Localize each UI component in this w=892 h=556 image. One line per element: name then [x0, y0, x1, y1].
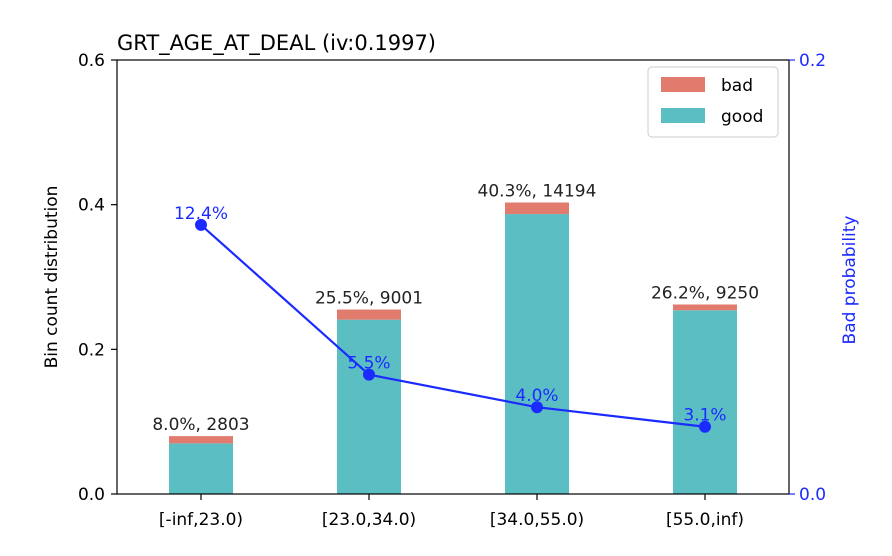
- y-axis-label: Bin count distribution: [42, 186, 62, 369]
- bar-good-2: [505, 214, 569, 494]
- y-tick-label-1: 0.2: [78, 340, 105, 360]
- y2-axis-label: Bad probability: [840, 216, 860, 345]
- bad-probability-line: [200, 224, 706, 428]
- bar-label-3: 26.2%, 9250: [651, 283, 759, 303]
- x-tick-label-2: [34.0,55.0): [490, 510, 584, 530]
- x-tick-label-1: [23.0,34.0): [322, 510, 416, 530]
- legend-swatch-good: [661, 108, 705, 123]
- x-tick-label-3: [55.0,inf): [666, 510, 744, 530]
- legend-label-good: good: [721, 107, 763, 127]
- y-tick-label-0: 0.0: [78, 485, 105, 505]
- bar-good-1: [337, 319, 401, 494]
- y2-tick-label-0: 0.0: [799, 485, 826, 505]
- x-tick-label-0: [-inf,23.0): [159, 510, 243, 530]
- plot-frame: [116, 59, 790, 495]
- bar-good-3: [673, 310, 737, 494]
- bad-probability-label-0: 12.4%: [174, 204, 228, 224]
- bar-bad-0: [169, 436, 233, 444]
- bad-probability-label-2: 4.0%: [515, 386, 558, 406]
- y-tick-label-2: 0.4: [78, 196, 105, 216]
- legend-swatch-bad: [661, 77, 705, 92]
- line-layer: 12.4% 5.5% 4.0% 3.1%: [174, 204, 727, 433]
- legend-label-bad: bad: [721, 76, 753, 96]
- bar-bad-2: [505, 202, 569, 215]
- bad-probability-point-0: [195, 218, 207, 231]
- bar-bad-3: [673, 304, 737, 311]
- bad-probability-point-3: [699, 420, 711, 433]
- legend: bad good: [647, 66, 779, 138]
- bar-label-1: 25.5%, 9001: [315, 289, 423, 309]
- bad-probability-point-2: [531, 401, 543, 414]
- bad-probability-point-1: [363, 368, 375, 381]
- y-tick-label-3: 0.6: [78, 51, 105, 71]
- y2-tick-label-1: 0.2: [799, 51, 826, 71]
- chart-title: GRT_AGE_AT_DEAL (iv:0.1997): [117, 31, 436, 56]
- bar-label-0: 8.0%, 2803: [152, 415, 249, 435]
- bars-layer: 8.0%, 2803 25.5%, 9001 40.3%, 14194 26.2%, …: [152, 181, 759, 494]
- axes-layer: 0.0 0.2 0.4 0.6 0.0 0.2 [-inf,23.0) [23.0,34.0)…: [78, 51, 826, 530]
- bad-probability-label-1: 5.5%: [347, 354, 390, 374]
- bad-probability-label-3: 3.1%: [683, 406, 726, 426]
- bar-bad-1: [337, 309, 401, 320]
- bar-label-2: 40.3%, 14194: [478, 181, 597, 201]
- bar-good-0: [169, 443, 233, 494]
